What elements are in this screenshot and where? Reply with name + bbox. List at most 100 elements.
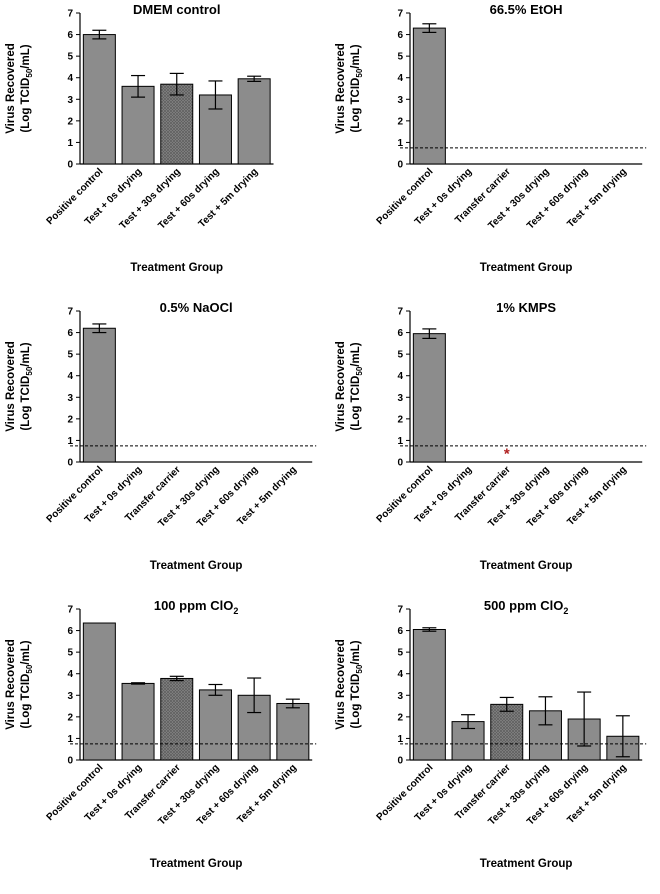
x-axis-label: Treatment Group [150, 560, 243, 572]
y-tick-label: 7 [397, 605, 403, 616]
y-tick-label: 5 [397, 350, 403, 361]
y-axis-label-line2: (Log TCID50/mL) [20, 44, 34, 132]
y-tick-label: 0 [67, 458, 73, 469]
chart-title: 0.5% NaOCl [160, 300, 233, 315]
y-axis-label-suffix: /mL) [20, 44, 32, 68]
y-tick-label: 1 [67, 138, 73, 149]
bar [82, 622, 116, 761]
x-axis-label: Treatment Group [480, 262, 573, 274]
chart-title-text: 0.5% NaOCl [160, 300, 233, 315]
y-tick-label: 0 [67, 756, 73, 767]
y-axis-label-subscript: 50 [355, 68, 364, 77]
annotation-asterisk: * [504, 445, 510, 462]
y-tick-label: 0 [67, 160, 73, 171]
y-tick-label: 5 [67, 350, 73, 361]
y-axis-label-line1: Virus Recovered [335, 341, 347, 432]
y-axis-label-line1: Virus Recovered [5, 639, 17, 730]
chart-title: 1% KMPS [496, 300, 556, 315]
chart-svg: DMEM control 0 1 2 3 4 5 6 7 Virus Recovered (Log … [5, 2, 274, 274]
chart-title-text: DMEM control [133, 2, 220, 17]
y-tick-label: 4 [397, 73, 403, 84]
y-tick-label: 1 [397, 436, 403, 447]
y-axis-label-line1: Virus Recovered [335, 43, 347, 134]
x-axis-label: Treatment Group [150, 858, 243, 870]
chart-title-text: 100 ppm ClO [154, 598, 233, 613]
chart-title-subscript: 2 [563, 606, 568, 616]
y-tick-label: 1 [397, 138, 403, 149]
y-tick-label: 2 [397, 116, 403, 127]
chart-title-subscript: 2 [233, 606, 238, 616]
y-tick-label: 5 [397, 52, 403, 63]
y-tick-label: 7 [67, 605, 73, 616]
bar [528, 710, 562, 761]
bar [121, 85, 155, 165]
y-tick-label: 3 [397, 393, 403, 404]
y-tick-label: 0 [397, 756, 403, 767]
bar [160, 83, 194, 165]
chart-panel-clo2-100ppm: 100 ppm ClO2 0 1 2 3 4 5 6 7 Virus Recovered (Log … [0, 596, 330, 894]
y-axis-label-subscript: 50 [25, 366, 34, 375]
y-tick-label: 3 [397, 95, 403, 106]
x-axis-label: Treatment Group [130, 262, 223, 274]
y-axis-label-line2: (Log TCID50/mL) [350, 342, 364, 430]
chart-svg: 0.5% NaOCl 0 1 2 3 4 5 6 7 Virus Recovered (Log TC… [5, 300, 317, 572]
chart-title-text: 500 ppm ClO [484, 598, 563, 613]
y-tick-label: 5 [397, 648, 403, 659]
y-tick-label: 2 [67, 414, 73, 425]
y-axis-label-subscript: 50 [355, 366, 364, 375]
y-tick-label: 4 [67, 669, 73, 680]
y-tick-label: 3 [67, 691, 73, 702]
y-tick-label: 4 [67, 73, 73, 84]
y-tick-label: 2 [397, 712, 403, 723]
chart-panel-etoh: 66.5% EtOH 0 1 2 3 4 5 6 7 Virus Recovered (Log TC… [330, 0, 660, 298]
chart-panel-naocl: 0.5% NaOCl 0 1 2 3 4 5 6 7 Virus Recovered (Log TC… [0, 298, 330, 596]
chart-title-text: 66.5% EtOH [490, 2, 563, 17]
y-axis-label-prefix: (Log TCID [350, 376, 362, 431]
bar [237, 78, 271, 165]
bar [82, 327, 116, 463]
y-axis-label-line2: (Log TCID50/mL) [350, 44, 364, 132]
y-tick-label: 1 [397, 734, 403, 745]
chart-panel-clo2-500ppm: 500 ppm ClO2 0 1 2 3 4 5 6 7 Virus Recovered (Log … [330, 596, 660, 894]
y-tick-label: 1 [67, 734, 73, 745]
y-tick-label: 7 [397, 307, 403, 318]
bar [412, 628, 446, 761]
chart-panel-dmem-control: DMEM control 0 1 2 3 4 5 6 7 Virus Recovered (Log … [0, 0, 330, 298]
y-axis-label-suffix: /mL) [350, 44, 362, 68]
y-tick-label: 7 [397, 9, 403, 20]
y-tick-label: 3 [67, 393, 73, 404]
y-tick-label: 5 [67, 648, 73, 659]
bar [160, 677, 194, 761]
y-tick-label: 0 [397, 160, 403, 171]
y-axis-label-prefix: (Log TCID [20, 78, 32, 133]
chart-title: DMEM control [133, 2, 220, 17]
y-axis-label-suffix: /mL) [20, 342, 32, 366]
y-axis-label-subscript: 50 [25, 664, 34, 673]
y-tick-label: 0 [397, 458, 403, 469]
y-axis-label-prefix: (Log TCID [350, 78, 362, 133]
y-tick-label: 3 [67, 95, 73, 106]
y-tick-label: 1 [67, 436, 73, 447]
y-axis-label-subscript: 50 [25, 68, 34, 77]
y-axis-label-line1: Virus Recovered [5, 341, 17, 432]
y-axis-label-line2: (Log TCID50/mL) [20, 342, 34, 430]
y-tick-label: 6 [67, 626, 73, 637]
chart-panel-kmps: 1% KMPS 0 1 2 3 4 5 6 7 Virus Recovered (Log TCID5… [330, 298, 660, 596]
y-tick-label: 4 [397, 371, 403, 382]
x-axis-label: Treatment Group [480, 858, 573, 870]
chart-title-text: 1% KMPS [496, 300, 556, 315]
y-tick-label: 6 [67, 328, 73, 339]
y-tick-label: 5 [67, 52, 73, 63]
y-tick-label: 4 [67, 371, 73, 382]
y-axis-label-line2: (Log TCID50/mL) [350, 640, 364, 728]
y-tick-label: 6 [397, 328, 403, 339]
y-tick-label: 2 [67, 712, 73, 723]
bar [198, 689, 232, 761]
y-axis-label-suffix: /mL) [350, 640, 362, 664]
y-tick-label: 6 [397, 626, 403, 637]
y-tick-label: 7 [67, 307, 73, 318]
bar [121, 682, 155, 761]
y-axis-label-line1: Virus Recovered [5, 43, 17, 134]
